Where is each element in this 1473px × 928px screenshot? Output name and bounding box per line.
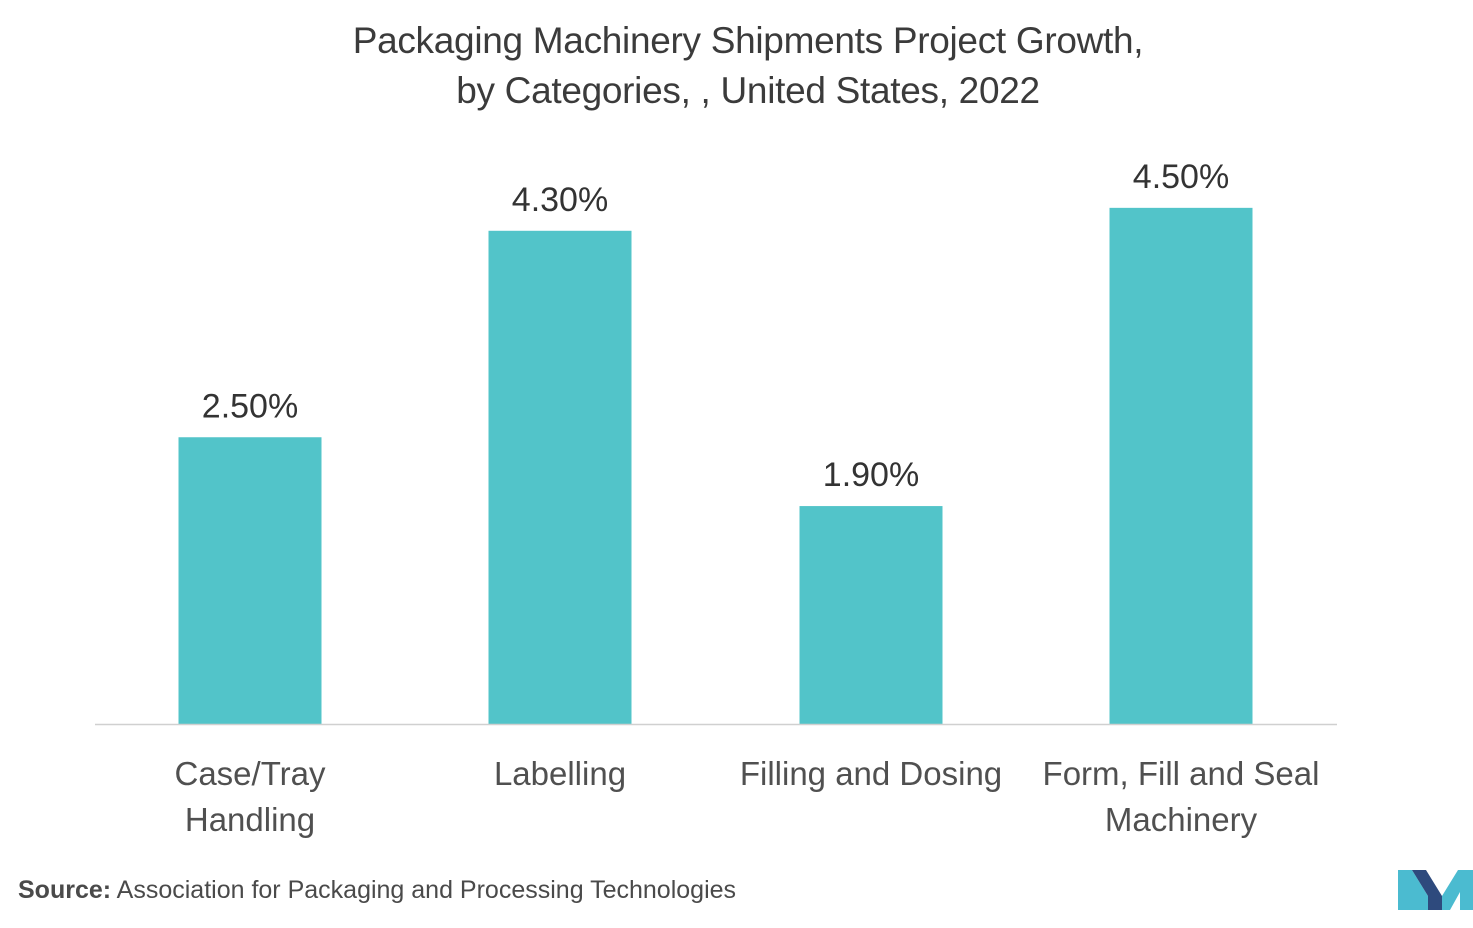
data-label-2: 4.30% bbox=[512, 181, 608, 219]
category-label-1-line-1: Case/Tray bbox=[175, 755, 326, 792]
bar-1 bbox=[178, 437, 322, 724]
source-text: Association for Packaging and Processing… bbox=[116, 876, 737, 904]
chart-title-line-1: Packaging Machinery Shipments Project Gr… bbox=[352, 20, 1144, 61]
category-label-4-line-2: Machinery bbox=[1105, 801, 1258, 838]
bar-2 bbox=[488, 230, 632, 725]
bar-chart: 2.50% Case/Tray Handling 4.30% Labelling 1.90… bbox=[95, 158, 1337, 838]
data-label-4: 4.50% bbox=[1133, 158, 1229, 196]
data-label-3: 1.90% bbox=[823, 456, 919, 494]
chart-title: Packaging Machinery Shipments Project Gr… bbox=[0, 16, 1473, 116]
category-label-2-line-1: Labelling bbox=[494, 755, 626, 792]
category-label-1-line-2: Handling bbox=[185, 801, 315, 838]
chart-title-line-2: by Categories, , United States, 2022 bbox=[456, 70, 1040, 111]
bar-3 bbox=[799, 506, 943, 724]
source-label: Source: bbox=[18, 876, 112, 904]
bar-4 bbox=[1109, 207, 1253, 725]
category-label-3-line-1: Filling and Dosing bbox=[740, 755, 1002, 792]
category-label-4-line-1: Form, Fill and Seal bbox=[1043, 755, 1320, 792]
mordor-intelligence-logo-icon bbox=[1398, 870, 1473, 910]
source-note: Source: Association for Packaging and Pr… bbox=[18, 876, 736, 905]
data-label-1: 2.50% bbox=[202, 387, 298, 425]
